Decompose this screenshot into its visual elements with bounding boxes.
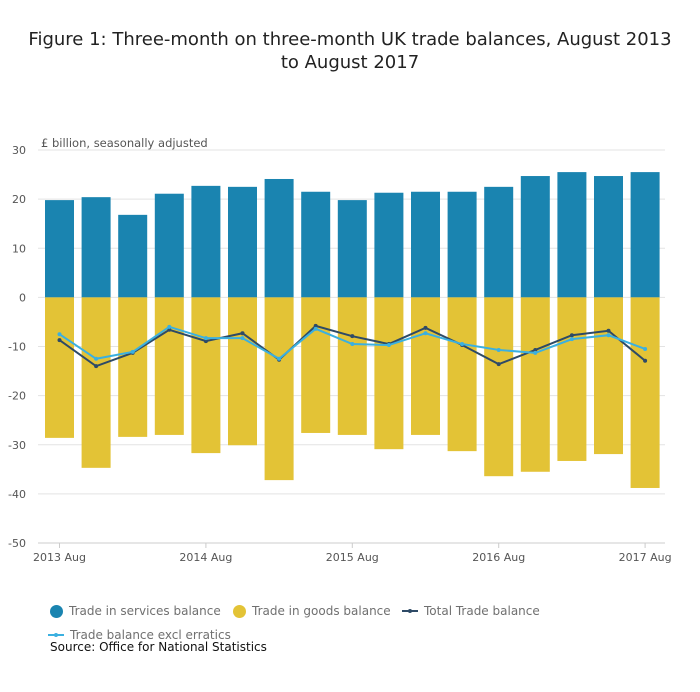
legend-item-goods[interactable]: Trade in goods balance — [233, 604, 391, 618]
goods-bar — [301, 297, 331, 433]
services-bar — [484, 186, 514, 298]
services-bar — [630, 172, 660, 298]
goods-bar — [594, 297, 623, 455]
services-swatch-icon — [50, 604, 63, 618]
y-tick-label: 10 — [12, 242, 26, 255]
total-trade-point — [533, 347, 538, 352]
legend-label: Total Trade balance — [424, 604, 540, 618]
services-bar — [301, 191, 331, 298]
excl-erratics-point — [496, 347, 501, 352]
goods-bar — [264, 297, 294, 481]
excl-erratics-point — [423, 331, 428, 336]
goods-bar — [630, 297, 660, 488]
services-bar — [264, 178, 294, 298]
y-tick-label: -20 — [8, 390, 26, 403]
excl-erratics-point — [460, 342, 465, 347]
x-tick-label: 2015 Aug — [326, 551, 379, 564]
y-tick-label: 20 — [12, 193, 26, 206]
goods-bar — [337, 297, 367, 435]
y-tick-label: -10 — [8, 341, 26, 354]
goods-bar — [45, 297, 74, 438]
total-trade-point — [350, 334, 355, 339]
goods-bar — [154, 297, 184, 435]
goods-bar — [447, 297, 477, 452]
total-trade-point — [423, 325, 428, 330]
services-bar — [594, 176, 623, 298]
total-trade-point — [313, 323, 318, 328]
excl-erratics-point — [533, 350, 538, 355]
legend-item-total[interactable]: Total Trade balance — [402, 604, 540, 618]
excl-erratics-point — [313, 326, 318, 331]
total-trade-point — [643, 358, 648, 363]
excl-erratics-point — [240, 336, 245, 341]
excl-erratics-point — [277, 356, 282, 361]
total-line-icon — [402, 608, 418, 613]
excl-erratics-point — [203, 336, 208, 341]
excl-erratics-point — [94, 356, 99, 361]
total-trade-point — [606, 328, 611, 333]
services-bar — [374, 192, 404, 298]
y-tick-label: 30 — [12, 144, 26, 157]
services-bar — [337, 200, 367, 298]
goods-bar — [484, 297, 514, 477]
legend-label: Trade in services balance — [69, 604, 221, 618]
x-tick-label: 2014 Aug — [179, 551, 232, 564]
legend-item-excl-erratics[interactable]: Trade balance excl erratics — [48, 628, 231, 642]
services-bar — [81, 197, 111, 298]
source-note: Source: Office for National Statistics — [50, 640, 267, 654]
legend-item-services[interactable]: Trade in services balance — [50, 604, 221, 618]
services-bar — [118, 214, 148, 298]
total-trade-point — [94, 364, 99, 369]
goods-bar — [557, 297, 587, 461]
excl-erratics-point — [350, 342, 355, 347]
excl-erratics-point — [130, 349, 135, 354]
excl-erratics-point — [386, 343, 391, 348]
goods-bar — [191, 297, 221, 454]
services-bar — [154, 193, 184, 298]
x-tick-label: 2013 Aug — [33, 551, 86, 564]
goods-bar — [118, 297, 148, 437]
x-tick-label: 2017 Aug — [619, 551, 672, 564]
total-trade-point — [167, 327, 172, 332]
y-axis-label: £ billion, seasonally adjusted — [41, 136, 208, 150]
services-bar — [411, 191, 440, 298]
y-tick-label: 0 — [19, 291, 26, 304]
excl-erratics-point — [569, 337, 574, 342]
services-bar — [447, 191, 477, 298]
services-bar — [557, 172, 587, 298]
excl-erratics-point — [167, 324, 172, 329]
legend-label: Trade balance excl erratics — [70, 628, 231, 642]
excl-erratics-point — [643, 346, 648, 351]
chart-title: Figure 1: Three-month on three-month UK … — [28, 29, 672, 73]
goods-swatch-icon — [233, 604, 246, 618]
total-trade-point — [57, 338, 62, 343]
services-bar — [191, 185, 221, 298]
total-trade-point — [240, 331, 245, 336]
excl-erratics-point — [57, 332, 62, 337]
total-trade-point — [496, 362, 501, 367]
total-trade-point — [569, 333, 574, 338]
y-tick-label: -30 — [8, 439, 26, 452]
goods-bar — [374, 297, 404, 450]
goods-bar — [411, 297, 440, 435]
x-tick-label: 2016 Aug — [472, 551, 525, 564]
goods-bar — [81, 297, 111, 468]
services-bar — [228, 186, 257, 298]
services-bar — [520, 176, 550, 298]
excl-erratics-line-icon — [48, 632, 64, 637]
y-tick-label: -40 — [8, 488, 26, 501]
services-bar — [45, 200, 74, 298]
y-tick-label: -50 — [8, 537, 26, 550]
excl-erratics-point — [606, 333, 611, 338]
goods-bar — [520, 297, 550, 472]
total-trade-point — [203, 339, 208, 344]
goods-bar — [228, 297, 257, 446]
legend-label: Trade in goods balance — [252, 604, 391, 618]
